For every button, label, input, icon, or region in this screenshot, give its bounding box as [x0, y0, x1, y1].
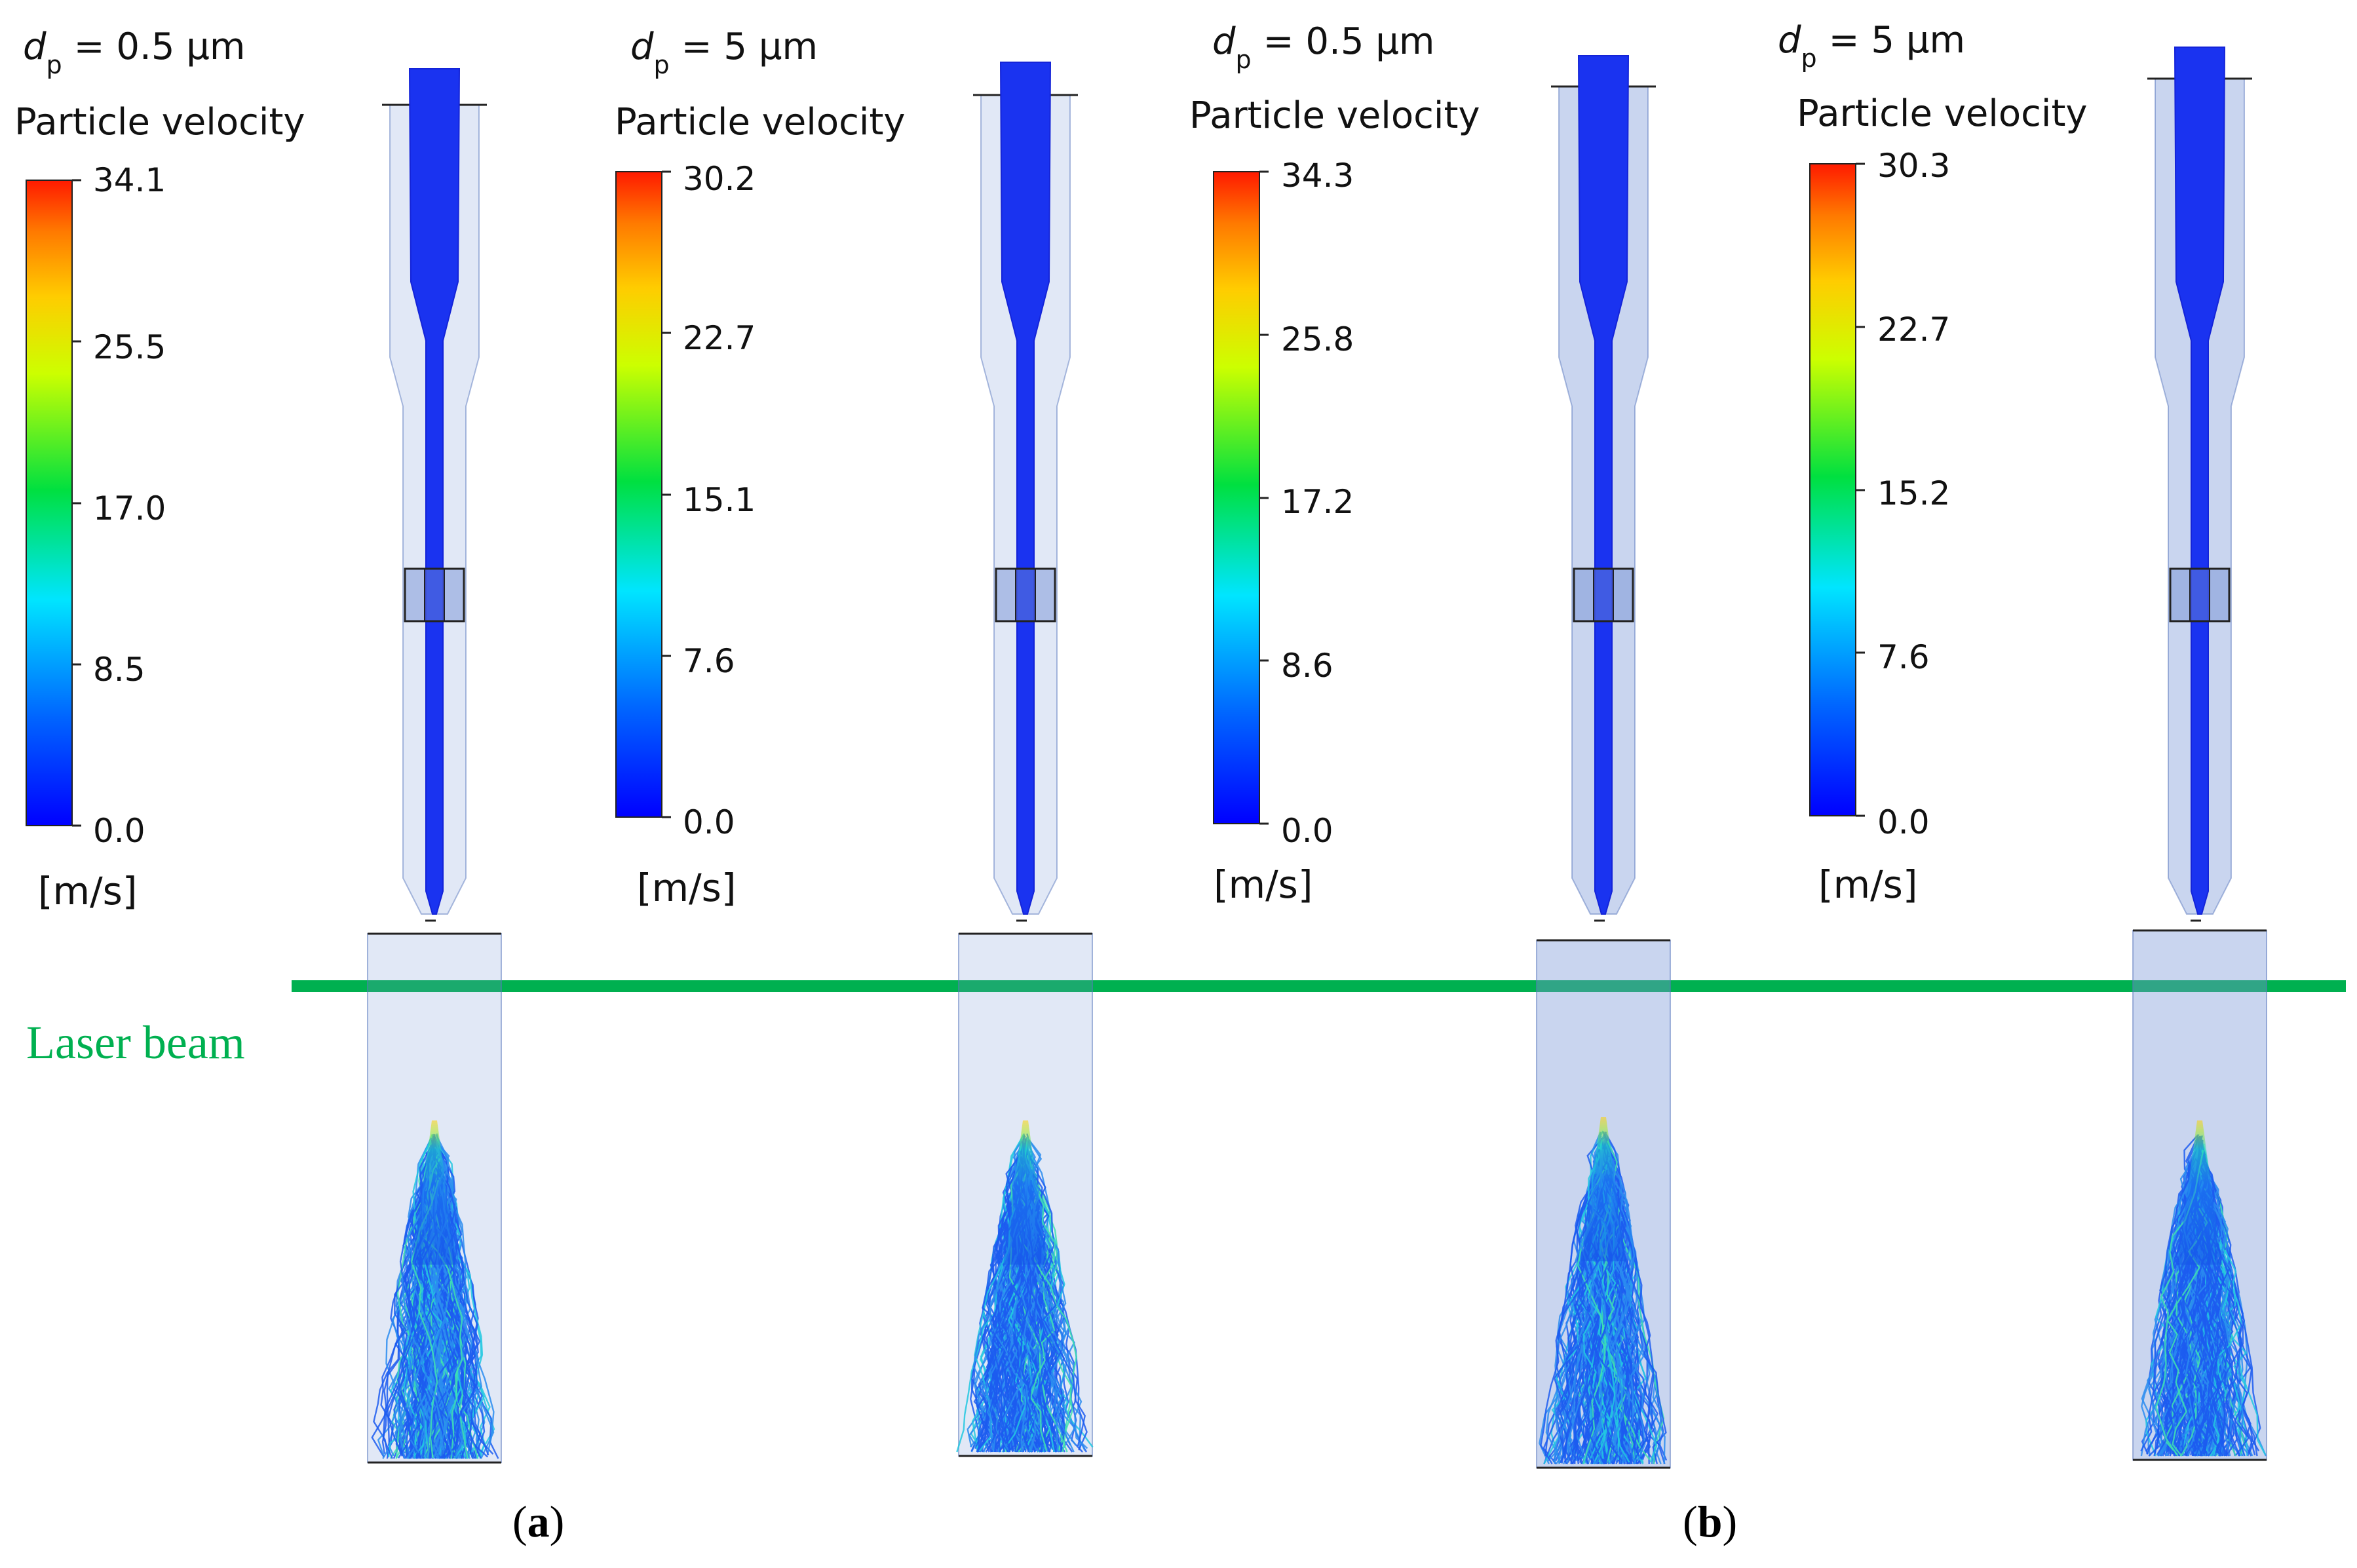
- tick-label: 15.2: [1877, 474, 1950, 512]
- particle-track: [1579, 1198, 1624, 1464]
- colorbar-ticks: [662, 170, 671, 818]
- unit-label: [m/s]: [1214, 862, 1313, 907]
- particle-track: [431, 1139, 471, 1459]
- unit-label: [m/s]: [1818, 862, 1918, 907]
- tick-label: 15.1: [683, 481, 756, 519]
- particle-diameter-title: dp = 0.5 μm: [23, 26, 245, 79]
- plume-core: [1003, 1120, 1048, 1265]
- tick-label: 17.0: [93, 489, 166, 527]
- particle-diameter-title: dp = 0.5 μm: [1212, 20, 1434, 74]
- tick-label: 0.0: [93, 812, 145, 850]
- particle-track: [1603, 1168, 1640, 1463]
- panel-b-right: dp = 5 μm Particle velocity 30.3 22.7 15.…: [1778, 19, 2088, 907]
- colorbar-ticks: [1856, 163, 1865, 817]
- tick-label: 8.6: [1281, 647, 1333, 685]
- unit-label: [m/s]: [637, 866, 737, 910]
- colorbar: [615, 171, 662, 818]
- particle-track: [1607, 1160, 1666, 1464]
- plume-core: [412, 1120, 457, 1265]
- tick-label: 22.7: [1877, 311, 1950, 349]
- particle-track: [976, 1200, 1022, 1453]
- particle-diameter-title: dp = 5 μm: [1778, 19, 1965, 73]
- particle-track: [403, 1139, 432, 1459]
- tick-label: 8.5: [93, 651, 145, 689]
- panel-label-a: (a): [512, 1497, 564, 1546]
- particle-track: [410, 1178, 437, 1459]
- legend-title: Particle velocity: [615, 101, 906, 143]
- tick-label: 22.7: [683, 319, 756, 357]
- tick-label: 0.0: [1281, 812, 1333, 850]
- particle-track: [1029, 1181, 1056, 1451]
- particle-track: [2181, 1200, 2233, 1455]
- colorbar-ticks: [72, 179, 81, 827]
- colorbar: [1809, 163, 1856, 816]
- sleeve: [404, 567, 465, 622]
- particle-plume: [371, 1120, 499, 1459]
- tick-label: 7.6: [1877, 638, 1930, 676]
- nozzle-group: [367, 47, 2267, 1469]
- tick-label: 25.8: [1281, 320, 1354, 358]
- tick-label: 34.3: [1281, 157, 1354, 195]
- plume-core: [2177, 1120, 2222, 1265]
- panel-a-left: dp = 0.5 μm Particle velocity 34.1 25.5 1…: [14, 26, 305, 913]
- panel-a-right: dp = 5 μm Particle velocity 30.2 22.7 15.…: [615, 26, 906, 910]
- laser-beam-label: Laser beam: [26, 1016, 245, 1069]
- particle-plume: [956, 1120, 1094, 1453]
- particle-track: [1566, 1185, 1603, 1461]
- sleeve: [1573, 567, 1634, 622]
- unit-label: [m/s]: [38, 869, 138, 913]
- particle-track: [438, 1169, 478, 1454]
- tick-label: 17.2: [1281, 483, 1354, 521]
- nozzle-simulation: [956, 62, 1094, 1457]
- sleeve: [2169, 567, 2231, 622]
- particle-track: [432, 1138, 467, 1452]
- nozzle-simulation: [2132, 47, 2267, 1461]
- tick-label: 0.0: [683, 803, 735, 841]
- panel-b-left: dp = 0.5 μm Particle velocity 34.3 25.8 1…: [1189, 20, 1480, 907]
- tick-label: 7.6: [683, 642, 735, 680]
- particle-track: [1588, 1139, 1617, 1459]
- sleeve: [995, 567, 1056, 622]
- panel-label-b: (b): [1683, 1497, 1737, 1546]
- tick-label: 25.5: [93, 328, 166, 366]
- tick-label: 0.0: [1877, 803, 1930, 841]
- nozzle-simulation: [1536, 55, 1671, 1469]
- particle-plume: [1539, 1117, 1668, 1464]
- tick-label: 34.1: [93, 161, 166, 199]
- colorbar-ticks: [1259, 170, 1269, 825]
- legend-title: Particle velocity: [1189, 94, 1480, 137]
- particle-track: [1605, 1143, 1646, 1462]
- particle-diameter-title: dp = 5 μm: [630, 26, 818, 79]
- particle-track: [2213, 1205, 2253, 1455]
- colorbar: [1213, 171, 1260, 824]
- colorbar: [26, 180, 73, 826]
- legend-title: Particle velocity: [1797, 92, 2088, 135]
- particle-track: [982, 1208, 1027, 1453]
- legend-title: Particle velocity: [14, 101, 305, 143]
- tick-label: 30.2: [683, 160, 756, 198]
- nozzle-simulation: [367, 68, 502, 1464]
- particle-track: [976, 1198, 1019, 1452]
- tick-label: 30.3: [1877, 147, 1950, 185]
- particle-plume: [2140, 1120, 2267, 1457]
- plume-core: [1581, 1117, 1626, 1261]
- particle-track: [401, 1210, 446, 1459]
